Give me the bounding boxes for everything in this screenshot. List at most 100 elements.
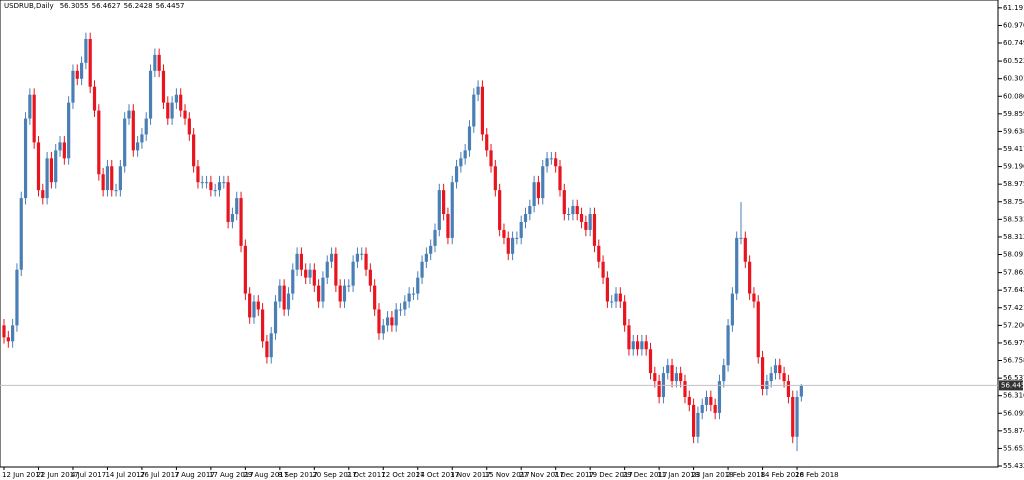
candle-body xyxy=(41,190,45,199)
candle-body xyxy=(243,245,247,294)
x-tick-label: 27 Nov 2017 xyxy=(519,471,564,479)
candle-body xyxy=(618,293,622,302)
candle-body xyxy=(791,396,795,437)
candle-body xyxy=(541,166,545,199)
candle-body xyxy=(217,182,222,191)
y-tick-label: 59.6380 xyxy=(1003,127,1024,135)
candle-body xyxy=(265,341,269,358)
last-close: 56.4457 xyxy=(156,2,185,10)
candle-body xyxy=(696,412,700,437)
candle-body xyxy=(49,158,54,183)
x-tick-label: 12 Jun 2017 xyxy=(2,471,44,479)
candle-body xyxy=(256,301,260,310)
candle-body xyxy=(248,293,252,318)
x-tick-label: 17 Aug 2017 xyxy=(209,471,254,479)
candle-body xyxy=(355,253,360,262)
x-tick-label: 7 Aug 2017 xyxy=(174,471,214,479)
candle-body xyxy=(562,190,566,215)
candle-body xyxy=(549,158,553,160)
candle-body xyxy=(510,237,515,254)
candle-body xyxy=(679,373,683,382)
candle-body xyxy=(704,396,709,405)
candle-body xyxy=(62,142,66,159)
price-label-bg xyxy=(999,380,1023,391)
candle-body xyxy=(338,285,342,302)
x-tick-label: 14 Jul 2017 xyxy=(105,471,145,479)
candle-body xyxy=(368,269,372,286)
candle-body xyxy=(174,94,178,103)
candle-body xyxy=(735,237,739,294)
x-tick-label: 26 Feb 2018 xyxy=(795,471,839,479)
candle-body xyxy=(329,253,334,262)
candle-body xyxy=(657,381,661,397)
candle-body xyxy=(635,341,640,350)
candle-body xyxy=(709,396,713,405)
y-tick-label: 58.7540 xyxy=(1003,198,1024,206)
candle-body xyxy=(769,373,773,382)
y-tick-label: 56.3165 xyxy=(1003,392,1024,400)
candle-body xyxy=(700,404,704,413)
candle-body xyxy=(209,182,213,191)
y-tick-label: 55.6535 xyxy=(1003,444,1024,452)
y-tick-label: 57.8635 xyxy=(1003,269,1024,277)
x-tick-label: 22 Jun 2017 xyxy=(36,471,78,479)
candle-body xyxy=(485,134,489,151)
candle-body xyxy=(192,134,196,167)
candle-body xyxy=(213,190,217,192)
candle-body xyxy=(140,134,144,143)
y-tick-label: 60.7495 xyxy=(1003,39,1024,47)
candle-body xyxy=(640,341,644,350)
candle-body xyxy=(105,166,110,191)
candle-body xyxy=(459,158,463,167)
candle-body xyxy=(528,206,532,215)
candle-body xyxy=(148,70,153,119)
candle-body xyxy=(321,277,325,302)
candle-body xyxy=(515,237,519,239)
candle-body xyxy=(295,253,299,270)
candle-body xyxy=(136,142,140,151)
y-tick-label: 58.3120 xyxy=(1003,233,1024,241)
candle-body xyxy=(278,285,282,302)
candle-body xyxy=(153,54,157,71)
symbol: USDRUB,Daily xyxy=(4,2,54,10)
x-tick-label: 26 Jul 2017 xyxy=(140,471,180,479)
candle-body xyxy=(6,337,10,342)
candle-body xyxy=(683,381,687,397)
candle-body xyxy=(407,293,411,302)
y-tick-label: 58.5330 xyxy=(1003,215,1024,223)
candle-body xyxy=(75,70,79,79)
candle-body xyxy=(19,198,23,270)
candle-body xyxy=(127,110,131,119)
x-tick-label: 3 Nov 2017 xyxy=(450,471,490,479)
candle-body xyxy=(713,404,717,413)
candle-body xyxy=(118,166,122,191)
candle-body xyxy=(373,285,377,310)
candle-body xyxy=(54,150,58,183)
x-tick-label: 11 Jan 2018 xyxy=(657,471,699,479)
x-tick-label: 15 Nov 2017 xyxy=(485,471,530,479)
candle-body xyxy=(644,341,648,350)
y-tick-label: 60.9700 xyxy=(1003,21,1024,29)
candle-body xyxy=(28,94,32,119)
candle-body xyxy=(144,118,148,135)
candle-body xyxy=(183,110,187,119)
x-tick-label: 7 Dec 2017 xyxy=(554,471,594,479)
candle-body xyxy=(36,142,41,191)
candle-body xyxy=(605,277,609,302)
candle-body xyxy=(403,301,407,310)
y-tick-label: 58.9750 xyxy=(1003,180,1024,188)
candle-body xyxy=(390,317,394,326)
candle-body xyxy=(269,333,273,358)
candle-body xyxy=(739,237,743,239)
candle-body xyxy=(674,373,678,382)
candle-body xyxy=(493,166,497,191)
candle-body xyxy=(291,269,295,294)
y-tick-label: 59.4170 xyxy=(1003,145,1024,153)
candle-body xyxy=(58,142,62,151)
candle-body xyxy=(743,237,747,262)
candle-body xyxy=(532,182,536,207)
y-tick-label: 57.2000 xyxy=(1003,321,1024,329)
candle-body xyxy=(584,221,588,230)
candle-body xyxy=(730,293,734,326)
candle-body xyxy=(588,214,592,230)
